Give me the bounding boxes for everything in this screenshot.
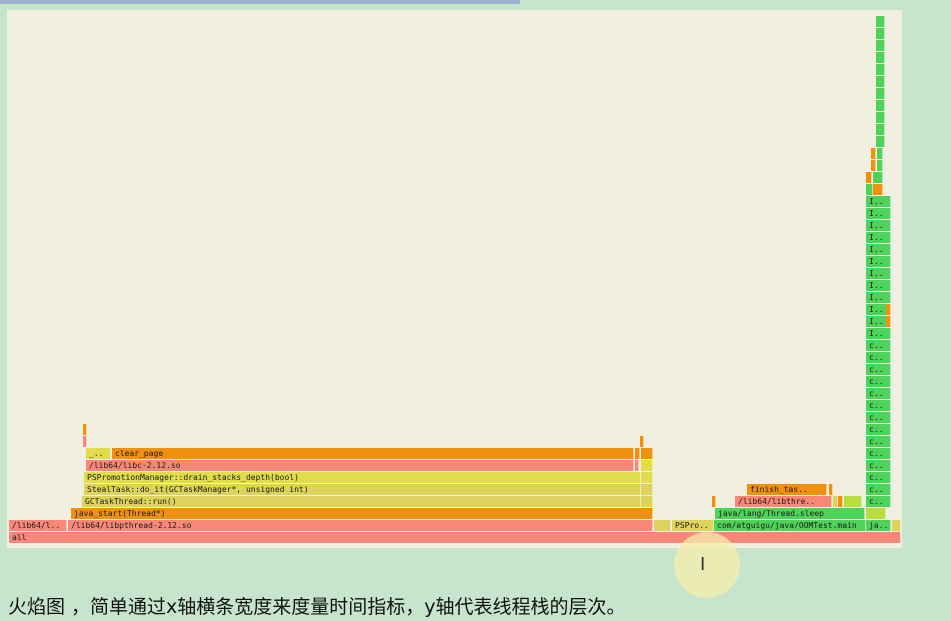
flame-frame[interactable]: c.. (866, 424, 891, 435)
flame-frame[interactable]: c.. (866, 352, 891, 363)
flame-frame[interactable]: /lib64/libpthread-2.12.so (68, 520, 653, 531)
flame-frame[interactable]: PSPro.. (672, 520, 714, 531)
flame-frame-small[interactable] (886, 316, 891, 327)
flame-frame-small[interactable] (83, 424, 87, 435)
flame-frame-small[interactable] (876, 52, 885, 63)
flame-frame[interactable]: ja.. (866, 520, 891, 531)
flame-frame-small[interactable] (876, 88, 885, 99)
flame-frame[interactable]: /lib64/l.. (9, 520, 67, 531)
flame-frame[interactable]: I.. (866, 232, 891, 243)
flame-frame-small[interactable] (866, 508, 886, 519)
flame-frame[interactable]: c.. (866, 448, 891, 459)
flame-frame-small[interactable] (876, 112, 885, 123)
flame-frame-small[interactable] (838, 496, 843, 507)
flame-frame-small[interactable] (641, 472, 653, 483)
flame-frame-small[interactable] (866, 184, 873, 195)
flame-frame-small[interactable] (876, 124, 885, 135)
cursor-highlight (674, 532, 740, 598)
flame-frame[interactable]: I.. (866, 244, 891, 255)
flame-frame[interactable]: c.. (866, 364, 891, 375)
flame-frame[interactable]: GCTaskThread::run() (82, 496, 641, 507)
flame-frame-small[interactable] (876, 28, 885, 39)
flame-frame[interactable]: clear_page (112, 448, 634, 459)
flame-frame[interactable]: c.. (866, 388, 891, 399)
caption-text: 火焰图 ，简单通过x轴横条宽度来度量时间指标，y轴代表线程栈的层次。 (8, 596, 626, 618)
flame-frame-small[interactable] (892, 520, 901, 531)
flame-frame[interactable]: com/atguigu/java/OOMTest.main (714, 520, 866, 531)
flame-frame-small[interactable] (641, 496, 653, 507)
flame-frame[interactable]: finish_tas.. (747, 484, 827, 495)
flame-frame-small[interactable] (866, 172, 872, 183)
flame-frame[interactable]: c.. (866, 340, 891, 351)
flame-frame-small[interactable] (635, 460, 639, 471)
flame-frame-small[interactable] (833, 496, 838, 507)
flame-frame-small[interactable] (876, 76, 885, 87)
flame-frame-small[interactable] (886, 304, 891, 315)
flame-frame[interactable]: all (9, 532, 901, 543)
flame-frame[interactable]: _.. (86, 448, 111, 459)
flame-frame-small[interactable] (877, 148, 883, 159)
flame-frame-small[interactable] (641, 448, 653, 459)
text-cursor-icon: I (700, 554, 706, 575)
flame-frame[interactable]: I.. (866, 292, 891, 303)
flame-frame[interactable]: c.. (866, 400, 891, 411)
flame-frame-small[interactable] (712, 496, 716, 507)
flame-frame-small[interactable] (873, 172, 883, 183)
flame-frame[interactable]: I.. (866, 280, 891, 291)
flame-frame[interactable]: /lib64/libthre.. (735, 496, 832, 507)
flame-frame[interactable]: c.. (866, 412, 891, 423)
flame-frame-small[interactable] (640, 436, 644, 447)
flame-frame[interactable]: c.. (866, 496, 891, 507)
flame-frame-small[interactable] (654, 520, 671, 531)
flame-frame[interactable]: c.. (866, 484, 891, 495)
top-link-fragment (0, 0, 520, 4)
flame-frame-small[interactable] (877, 160, 883, 171)
flame-frame-small[interactable] (871, 148, 876, 159)
flame-frame-small[interactable] (876, 100, 885, 111)
flame-frame-small[interactable] (873, 184, 883, 195)
flame-frame[interactable]: I.. (866, 220, 891, 231)
flame-frame-small[interactable] (635, 448, 640, 459)
flame-frame-small[interactable] (83, 436, 87, 447)
flame-frame[interactable]: c.. (866, 436, 891, 447)
flame-frame-small[interactable] (876, 136, 885, 147)
flame-frame[interactable]: /lib64/libc-2.12.so (86, 460, 634, 471)
flame-frame[interactable]: c.. (866, 376, 891, 387)
flame-frame-small[interactable] (844, 496, 862, 507)
flame-frame[interactable]: I.. (866, 208, 891, 219)
flame-frame[interactable]: I.. (866, 268, 891, 279)
flame-graph-panel: all/lib64/l../lib64/libpthread-2.12.so PS… (7, 10, 902, 548)
flame-frame[interactable]: java/lang/Thread.sleep (715, 508, 865, 519)
flame-frame-small[interactable] (876, 40, 885, 51)
flame-frame-small[interactable] (829, 484, 833, 495)
flame-frame-small[interactable] (641, 460, 653, 471)
flame-frame[interactable]: c.. (866, 460, 891, 471)
flame-frame[interactable]: I.. (866, 196, 891, 207)
flame-frame[interactable]: I.. (866, 328, 891, 339)
flame-frame[interactable]: PSPromotionManager::drain_stacks_depth(b… (84, 472, 641, 483)
flame-frame[interactable]: java_start(Thread*) (71, 508, 653, 519)
flame-frame[interactable]: c.. (866, 472, 891, 483)
flame-frame[interactable]: I.. (866, 256, 891, 267)
flame-frame-small[interactable] (876, 16, 885, 27)
flame-frame-small[interactable] (641, 484, 653, 495)
flame-frame-small[interactable] (871, 160, 876, 171)
flame-frame[interactable]: StealTask::do_it(GCTaskManager*, unsigne… (84, 484, 641, 495)
flame-frame-small[interactable] (876, 64, 885, 75)
